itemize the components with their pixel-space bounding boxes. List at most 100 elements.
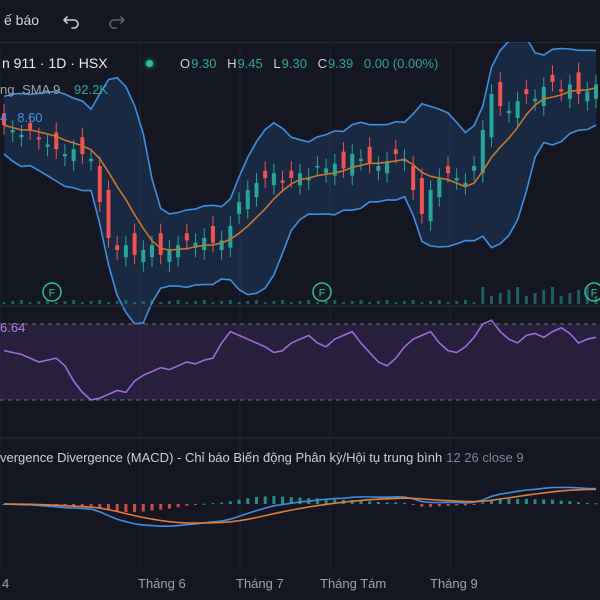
- macd-histogram-bar: [429, 504, 433, 507]
- time-axis: 4 Tháng 6 Tháng 7 Tháng Tám Tháng 9: [0, 570, 600, 600]
- macd-histogram-bar: [368, 501, 372, 504]
- volume-bar: [359, 300, 363, 304]
- candle-body: [132, 233, 137, 255]
- undo-icon[interactable]: [60, 9, 84, 33]
- macd-histogram-bar: [89, 504, 93, 506]
- volume-bar: [437, 300, 441, 304]
- volume-bar: [37, 301, 41, 304]
- candle-body: [36, 137, 41, 140]
- rsi-line: [3, 319, 597, 401]
- volume-bar: [185, 302, 189, 304]
- candle-body: [210, 226, 215, 243]
- volume-bar: [524, 296, 528, 304]
- candle-body: [367, 146, 372, 164]
- candle-body: [62, 154, 67, 157]
- volume-bar: [220, 301, 224, 304]
- low-value: 9.30: [281, 56, 307, 71]
- volume-bar: [394, 302, 398, 304]
- macd-histogram-bar: [211, 503, 215, 505]
- candle-body: [419, 178, 424, 214]
- macd-histogram-bar: [524, 498, 528, 504]
- candle-body: [480, 130, 485, 174]
- volume-bar: [124, 300, 128, 304]
- volume-bar: [368, 302, 372, 304]
- candle-body: [411, 166, 416, 190]
- volume-bar: [307, 300, 311, 304]
- close-key: C: [317, 56, 327, 71]
- macd-histogram-bar: [176, 504, 180, 508]
- candle-body: [45, 144, 50, 147]
- macd-legend[interactable]: vergence Divergence (MACD) - Chỉ báo Biế…: [0, 450, 524, 465]
- macd-histogram-bar: [402, 502, 406, 504]
- volume-bar: [54, 302, 58, 304]
- volume-bar: [420, 302, 424, 304]
- candle-body: [446, 166, 450, 174]
- candle-body: [472, 166, 477, 171]
- candle-body: [237, 202, 242, 214]
- macd-histogram-bar: [80, 504, 84, 506]
- redo-icon[interactable]: [104, 9, 128, 33]
- macd-histogram-bar: [106, 504, 110, 511]
- change-value: 0.00 (0.00%): [363, 56, 439, 71]
- macd-histogram-bar: [446, 504, 450, 506]
- candle-body: [158, 233, 163, 255]
- macd-histogram-bar: [472, 504, 476, 505]
- volume-bar: [46, 300, 50, 304]
- macd-histogram-bar: [324, 498, 328, 504]
- macd-histogram-bar: [141, 504, 145, 512]
- candles: [2, 62, 598, 272]
- macd-histogram-bar: [202, 503, 206, 505]
- macd-histogram-bar: [159, 504, 163, 510]
- candle-body: [515, 101, 520, 118]
- macd-histogram-bar: [411, 504, 415, 505]
- candle-body: [289, 170, 294, 178]
- volume-bar: [176, 300, 180, 304]
- rsi-value: 6.64: [0, 320, 26, 335]
- volume-bar: [115, 301, 119, 304]
- macd-histogram-bar: [185, 504, 189, 506]
- candle-body: [385, 161, 390, 174]
- dividend-marker-letter: F: [49, 288, 56, 300]
- volume-bar: [568, 293, 572, 304]
- volume-bar: [141, 301, 145, 304]
- volume-bar: [289, 302, 293, 304]
- volume-bar: [167, 301, 171, 304]
- candle-body: [54, 132, 59, 150]
- macd-histogram-bar: [315, 498, 319, 504]
- candle-body: [393, 149, 398, 154]
- candle-body: [428, 190, 433, 222]
- candle-body: [533, 98, 538, 102]
- macd-histogram-bar: [420, 504, 424, 507]
- low-key: L: [273, 56, 281, 71]
- volume-bar: [402, 301, 406, 304]
- volume-bar: [89, 301, 93, 304]
- macd-histogram-bar: [542, 499, 546, 504]
- macd-histogram-bar: [550, 499, 554, 504]
- candle-body: [332, 163, 337, 176]
- symbol-title[interactable]: n 911 · 1D · HSX: [2, 55, 108, 71]
- candle-body: [454, 178, 459, 181]
- volume-bar: [333, 300, 337, 304]
- macd-histogram-bar: [333, 499, 337, 504]
- volume-bar: [19, 300, 23, 304]
- candle-body: [245, 190, 250, 210]
- candle-body: [315, 166, 320, 168]
- sma-line: [3, 87, 597, 251]
- macd-histogram-bar: [394, 502, 398, 504]
- macd-histogram-bar: [498, 499, 502, 504]
- signal-line: [3, 488, 597, 524]
- bb-legend-value-2: 8.60: [17, 110, 43, 125]
- bb-legend[interactable]: 4 8.60: [0, 110, 43, 125]
- volume-bar: [228, 300, 232, 304]
- toolbar: ế báo: [0, 0, 600, 43]
- volume-bar: [246, 301, 250, 304]
- alert-button-label[interactable]: ế báo: [4, 12, 40, 28]
- macd-histogram-bar: [150, 504, 154, 511]
- candle-body: [437, 178, 442, 198]
- volume-bar: [490, 296, 494, 304]
- volume-legend-value: 92.2K: [74, 82, 108, 97]
- volume-bar: [498, 293, 502, 304]
- volume-legend[interactable]: ng SMA 9 92.2K: [0, 82, 108, 97]
- macd-legend-title: vergence Divergence (MACD) - Chỉ báo Biế…: [0, 450, 443, 465]
